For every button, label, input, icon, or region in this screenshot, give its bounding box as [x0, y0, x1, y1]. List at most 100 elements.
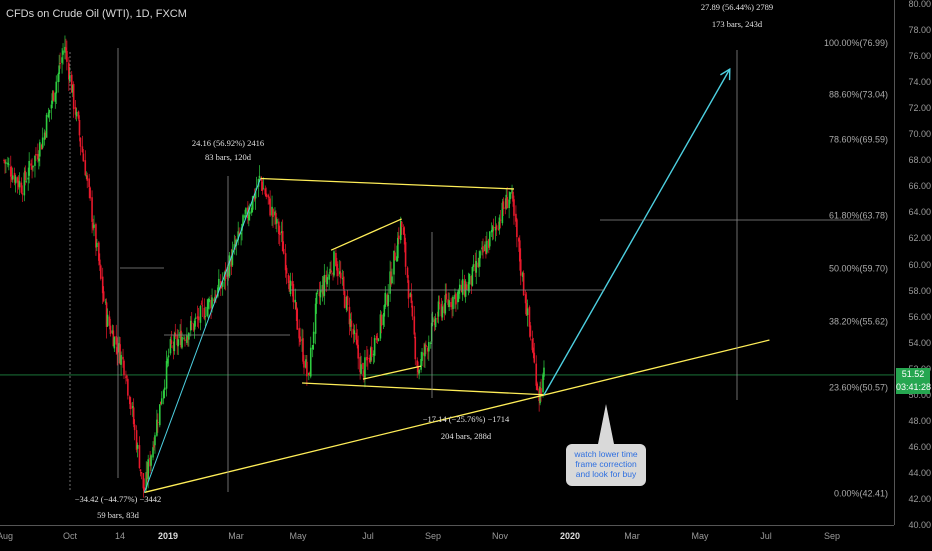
price-tick-label: 44.00: [908, 467, 931, 478]
candle-body: [30, 163, 32, 166]
candle-body: [139, 469, 142, 472]
candle-body: [165, 361, 168, 389]
projection-arrow: [543, 68, 731, 396]
candle-body: [93, 224, 95, 228]
candle-body: [192, 323, 195, 331]
measure-label: 24.16 (56.92%) 2416: [192, 138, 264, 148]
candle-body: [515, 213, 517, 222]
candle-body: [275, 213, 277, 225]
candle-body: [441, 306, 444, 318]
candle-body: [115, 336, 118, 345]
candle-body: [50, 104, 53, 109]
candle-body: [326, 277, 329, 285]
candle-body: [302, 338, 304, 362]
candle-body: [518, 240, 521, 262]
candle-body: [491, 226, 494, 232]
price-tick-label: 74.00: [908, 77, 931, 88]
fib-level-label: 38.20%(55.62): [829, 317, 888, 327]
candle-body: [271, 206, 273, 216]
bar-countdown-badge: 03:41:28: [896, 380, 932, 394]
time-tick-label: Jul: [362, 531, 374, 541]
candle-body: [368, 357, 371, 363]
candle-body: [118, 343, 120, 353]
candle-body: [458, 284, 461, 290]
candle-body: [319, 290, 322, 298]
candle-body: [99, 265, 102, 279]
candle-body: [296, 308, 299, 330]
price-tick-label: 50.00: [908, 389, 931, 400]
measure-label: 173 bars, 243d: [712, 19, 763, 29]
candle-body: [123, 360, 125, 376]
candle-body: [364, 357, 366, 379]
candle-body: [488, 239, 490, 248]
candle-body: [506, 197, 509, 209]
candle-body: [513, 199, 515, 216]
candle-body: [409, 293, 412, 298]
projection-arrowhead: [720, 67, 731, 81]
candle-body: [75, 111, 78, 117]
price-chart[interactable]: 0.00%(42.41) 23.60%(50.57) 38.20%(55.62) 50…: [0, 0, 894, 525]
candle-body: [132, 407, 135, 425]
chart-title: CFDs on Crude Oil (WTI), 1D, FXCM: [6, 8, 187, 20]
candle-body: [20, 182, 23, 193]
candle-body: [238, 232, 240, 234]
candle-body: [116, 347, 119, 354]
candle-body: [210, 299, 212, 309]
candle-body: [363, 370, 365, 380]
candle-body: [92, 222, 94, 229]
candle-body: [421, 352, 423, 361]
candle-body: [217, 287, 219, 297]
time-axis[interactable]: Aug Oct 14 2019 Mar May Jul Sep Nov 2020 Mar May Jul…: [0, 525, 894, 551]
candle-body: [328, 274, 330, 280]
time-tick-label: Oct: [62, 531, 78, 541]
candle-body: [186, 335, 188, 343]
candle-body: [403, 233, 406, 245]
candle-body: [45, 114, 48, 138]
candle-body: [81, 146, 84, 153]
candle-body: [170, 340, 173, 344]
candle-body: [21, 193, 24, 195]
candle-body: [213, 299, 215, 301]
candle-body: [145, 472, 148, 490]
candle-body: [248, 214, 250, 221]
candle-body: [434, 317, 437, 328]
candle-body: [370, 347, 373, 357]
fib-level-label: 50.00%(59.70): [829, 263, 888, 273]
candle-body: [342, 276, 345, 289]
candle-body: [356, 339, 359, 346]
candle-body: [143, 487, 146, 491]
candle-body: [536, 383, 539, 391]
candle-body: [312, 331, 315, 344]
candle-body: [288, 284, 291, 292]
candle-body: [349, 319, 352, 327]
candle-body: [504, 207, 507, 209]
candle-body: [448, 300, 450, 308]
candle-body: [532, 347, 535, 354]
candle-body: [156, 419, 158, 436]
candle-body: [463, 280, 466, 296]
candle-body: [112, 330, 115, 347]
candle-body: [4, 160, 6, 164]
callout-note: watch lower time frame correction and lo…: [566, 444, 646, 486]
price-tick-label: 60.00: [908, 259, 931, 270]
candle-body: [262, 188, 265, 190]
candle-body: [69, 74, 71, 82]
candle-body: [84, 160, 87, 176]
candle-body: [5, 162, 7, 164]
candle-body: [250, 207, 253, 213]
candle-body: [248, 211, 251, 215]
candle-body: [522, 272, 525, 296]
candle-body: [51, 93, 54, 104]
candle-body: [404, 242, 407, 267]
candle-body: [40, 144, 43, 150]
candle-body: [253, 193, 256, 200]
candle-body: [194, 317, 197, 319]
candle-body: [450, 301, 452, 308]
candle-body: [499, 219, 502, 221]
candle-body: [440, 304, 443, 317]
price-axis[interactable]: 40.0042.0044.0046.0048.0050.0052.0054.00…: [894, 0, 932, 530]
price-tick-label: 72.00: [908, 103, 931, 114]
candle-body: [323, 275, 326, 296]
candle-body: [475, 261, 478, 273]
